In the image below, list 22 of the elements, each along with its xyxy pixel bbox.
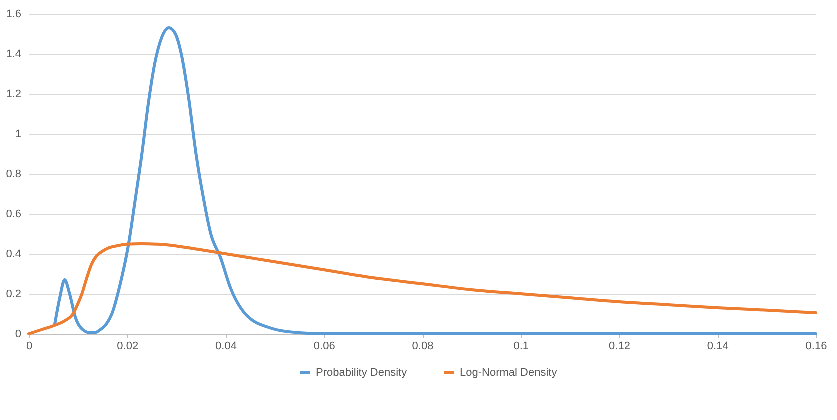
x-tick-label: 0.02: [117, 340, 139, 352]
y-tick-label: 0.6: [6, 208, 22, 220]
y-tick-label: 0.8: [6, 168, 22, 180]
x-tick-label: 0.14: [707, 340, 729, 352]
line-series: [28, 242, 818, 336]
y-tick-label: 1.4: [6, 48, 22, 60]
x-tick-label: 0.16: [806, 340, 828, 352]
y-tick-label: 0.2: [6, 288, 22, 300]
y-tick-label: 1.6: [6, 8, 22, 20]
x-tick-label: 0.12: [609, 340, 630, 352]
legend-label: Log-Normal Density: [460, 366, 558, 379]
y-tick-label: 1.2: [6, 88, 22, 100]
line-series: [54, 26, 818, 336]
y-tick-label: 0.4: [6, 248, 22, 260]
legend-label: Probability Density: [316, 366, 408, 379]
x-tick-label: 0.08: [412, 340, 434, 352]
y-tick-label: 1: [15, 128, 22, 140]
x-tick-label: 0.1: [514, 340, 530, 352]
y-tick-label: 0: [15, 328, 22, 340]
x-tick-label: 0: [26, 340, 33, 352]
x-tick-label: 0.04: [216, 340, 237, 352]
x-tick-label: 0.06: [314, 340, 336, 352]
